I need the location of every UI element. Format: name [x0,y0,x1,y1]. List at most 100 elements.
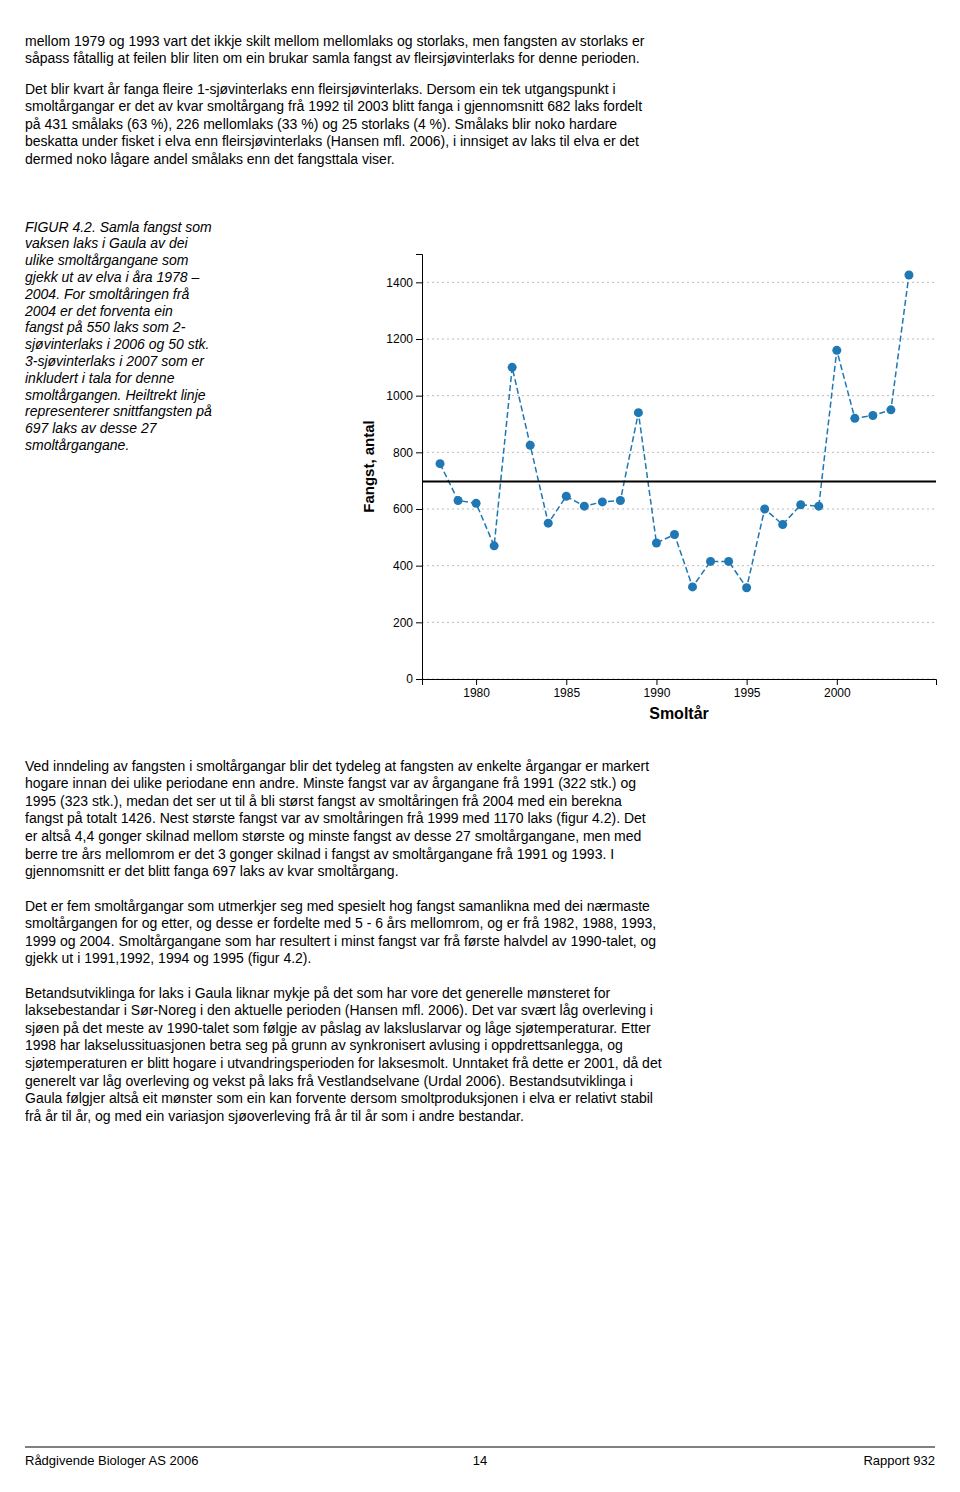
annotation-line: såpass fåtallig at feilen blir liten om … [25,50,640,66]
tick-label: 400 [393,559,413,573]
data-point [688,582,697,591]
tick-label: 2000 [824,686,851,700]
annotation-line: 1995 (323 stk.), medan det ser ut til å … [25,793,622,809]
grid [422,282,936,679]
data-point [724,557,733,566]
page: 1980198519901995200002004006008001000120… [0,0,960,1492]
tick: 1980 [463,679,490,700]
annotation-line: Ved inndeling av fangsten i smoltårganga… [25,758,649,774]
tick-label: 1990 [644,686,671,700]
data-point [904,270,913,279]
annotation-line: Rapport 932 [863,1453,935,1468]
tick-label: 200 [393,616,413,630]
tick: 2000 [824,679,851,700]
tick-mark [416,622,422,623]
data-point [526,441,535,450]
tick: 200 [393,616,422,630]
data-point [634,408,643,417]
annotation-line: smoltårgangar er det av kvar smoltårgang… [25,98,642,114]
annotation-line: 2004. For smoltåringen frå [24,286,189,302]
annotation-line: 14 [473,1453,487,1468]
annotation-line: laksebestandar i Sør-Noreg i den aktuell… [25,1002,653,1018]
data-point [850,414,859,423]
grid-line [422,565,936,566]
annotation-line: representerer snittfangsten på [25,403,212,419]
tick: 1990 [644,679,671,700]
data-point [544,519,553,528]
data-point [742,583,751,592]
grid-line [422,622,936,623]
annotation-line: smoltårgangane. [25,437,129,453]
x-axis-title: Smoltår [649,705,709,722]
tick-mark [837,679,838,685]
tick-label: 1000 [386,389,413,403]
annotation-line: 2004 er det forventa ein [24,303,173,319]
annotation-line: Gaula følgjer altså eit mønster som ein … [25,1090,653,1106]
data-point [472,499,481,508]
tick: 0 [406,672,422,686]
footer-rule [25,1447,935,1448]
data-point [490,541,499,550]
annotation-line: frå år til år, og med ein variasjon sjøo… [25,1108,524,1124]
tick-label: 800 [393,446,413,460]
data-point [436,459,445,468]
annotation: mellom 1979 og 1993 vart det ikkje skilt… [25,33,645,67]
tick: 1000 [386,389,422,403]
data-point [778,520,787,529]
annotation-line: 1999 og 2004. Smoltårgangane som har res… [25,933,656,949]
annotation: Rådgivende Biologer AS 2006 [25,1453,198,1468]
data-point [580,502,589,511]
data-point [598,497,607,506]
annotation-line: hogare innan dei ulike periodane enn and… [25,775,636,791]
annotation-line: på 431 smålaks (63 %), 226 mellomlaks (3… [25,116,617,132]
annotation: Det blir kvart år fanga fleire 1-sjøvint… [25,81,642,167]
tick-mark [416,566,422,567]
mean-line [422,481,936,483]
annotation-line: er altså 4,4 gonger skilnad mellom størs… [25,828,641,844]
tick-label: 1200 [386,332,413,346]
tick-mark [416,452,422,453]
tick-mark [566,679,567,685]
tick-mark [656,679,657,685]
annotation-line: 3-sjøvinterlaks i 2007 som er [25,353,205,369]
annotation-line: mellom 1979 og 1993 vart det ikkje skilt… [25,33,645,49]
annotation-line: berre tre års mellomrom er det 3 gonger … [25,846,614,862]
annotation-line: Det blir kvart år fanga fleire 1-sjøvint… [25,81,616,97]
tick-label: 0 [406,672,413,686]
tick: 1995 [734,679,761,700]
grid-line [422,339,936,340]
tick: 1200 [386,332,422,346]
annotation-line: gjekk ut i 1991,1992, 1994 og 1995 (figu… [25,950,311,966]
annotation-line: FIGUR 4.2. Samla fangst som [25,219,212,235]
data-point [652,539,661,548]
tick-mark [476,679,477,685]
data-point [508,363,517,372]
annotation-line: Det er fem smoltårgangar som utmerkjer s… [25,898,650,914]
annotation-line: 697 laks av desse 27 [25,420,158,436]
tick-mark [416,396,422,397]
tick-mark [416,339,422,340]
tick: 800 [393,446,422,460]
annotation-line: beskatta under fisket i elva enn fleirsj… [25,133,639,149]
data-point [454,496,463,505]
annotation: Det er fem smoltårgangar som utmerkjer s… [25,898,656,967]
grid-line [422,452,936,453]
annotation-line: smoltårgangen. Heiltrekt linje [25,387,206,403]
y-axis-title: Fangst, antal [360,420,377,513]
annotation-line: vaksen laks i Gaula av dei [25,235,189,251]
data-point [796,500,805,509]
x-axis: 19801985199019952000 [423,679,937,700]
grid-line [422,282,936,283]
data-point [562,492,571,501]
series-line [440,275,909,588]
data-point [706,557,715,566]
annotation-line: smoltårgangen for og etter, og desse er … [25,915,656,931]
data-point [760,505,769,514]
axis-line [423,680,937,686]
annotation-line: sjøen på det meste av 1990-talet som føl… [25,1020,651,1036]
grid-line [422,395,936,396]
annotation-line: generelt var låg overleving og vekst på … [25,1073,633,1089]
annotation-line: fangst på totalt 1426. Nest største fang… [25,810,646,826]
annotation-line: fangst på 550 laks som 2- [25,319,186,335]
data-point [868,411,877,420]
